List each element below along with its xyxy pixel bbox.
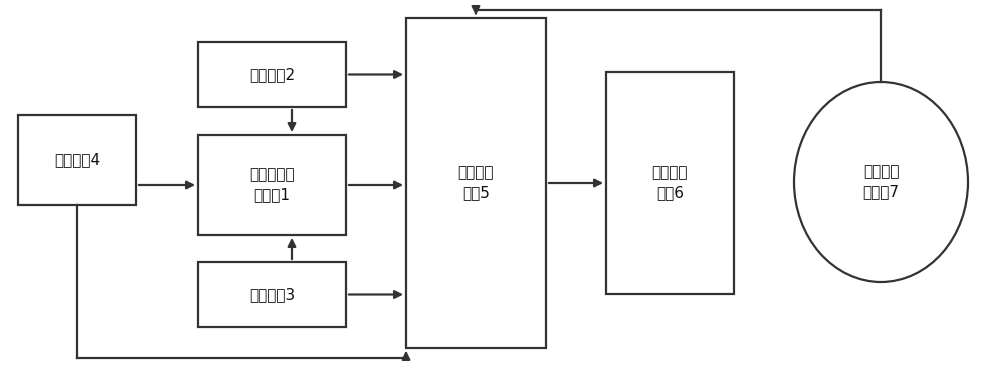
Bar	[18, 115, 136, 205]
Bar	[198, 262, 346, 327]
Text: 刺车信号3: 刺车信号3	[249, 287, 295, 302]
Text: 速度传感
器模兗7: 速度传感 器模兗7	[862, 165, 900, 199]
Text: 油门信号2: 油门信号2	[249, 67, 295, 82]
Bar	[406, 18, 546, 348]
Bar	[198, 42, 346, 107]
Text: 档位信号4: 档位信号4	[54, 153, 100, 167]
Ellipse shape	[794, 82, 968, 282]
Text: 电机控制
模块5: 电机控制 模块5	[458, 165, 494, 200]
Bar	[198, 135, 346, 235]
Text: 坡道辅助控
制模兗1: 坡道辅助控 制模兗1	[249, 168, 295, 202]
Text: 永磁同步
电机6: 永磁同步 电机6	[652, 165, 688, 200]
Bar	[606, 72, 734, 294]
